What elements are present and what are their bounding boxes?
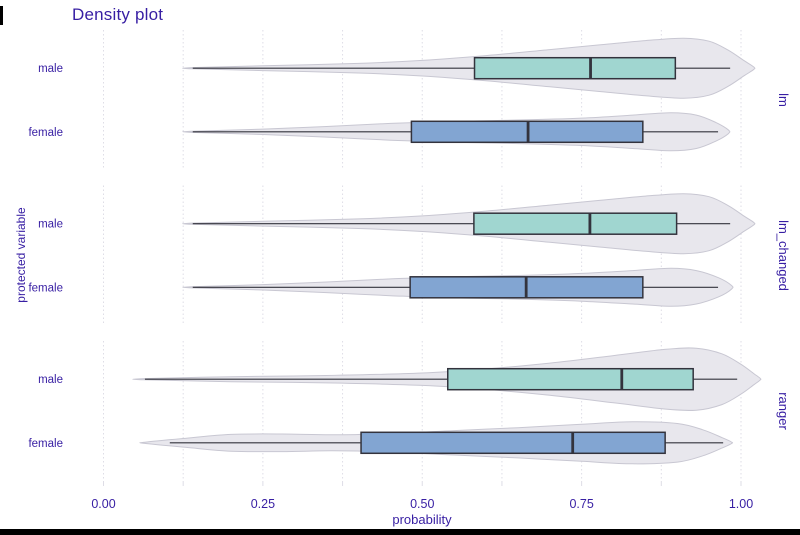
category-label: female [28,438,63,450]
chart-title: Density plot [72,5,164,24]
facet-strip-label: lm [776,93,791,107]
category-label: male [38,63,63,75]
y-axis-title: protected variable [14,207,28,303]
x-tick-label: 1.00 [729,497,753,511]
x-tick-label: 0.00 [91,497,115,511]
facet-strip-label: ranger [776,392,791,430]
x-tick-label: 0.50 [410,497,434,511]
window-edge-bar [0,529,800,535]
facet-strip-label: lm_changed [776,220,791,291]
x-axis-title: probability [392,512,452,527]
window-edge-notch [0,6,3,25]
category-label: male [38,374,63,386]
boxplot-box [447,367,694,391]
category-label: female [28,127,63,139]
category-label: male [38,219,63,231]
boxplot-box [360,431,666,455]
boxplot-box [473,212,678,235]
category-label: female [28,282,63,294]
x-tick-label: 0.75 [569,497,593,511]
x-tick-label: 0.25 [251,497,275,511]
boxplot-box [473,56,677,80]
